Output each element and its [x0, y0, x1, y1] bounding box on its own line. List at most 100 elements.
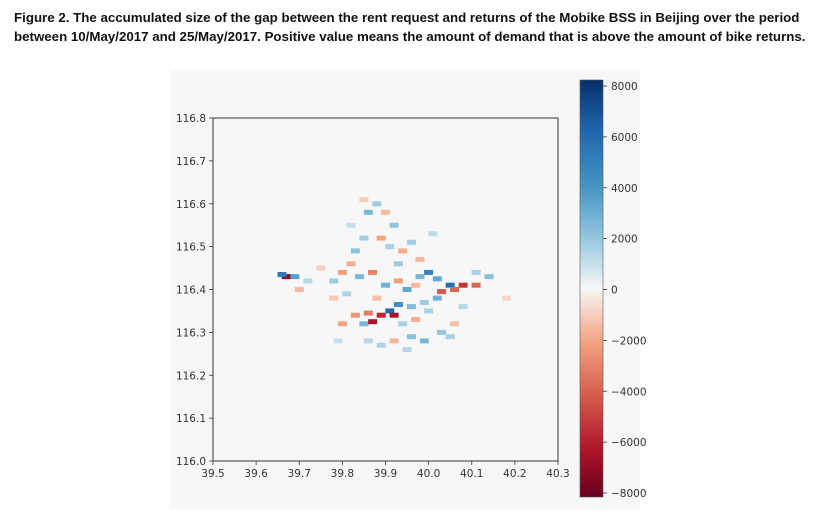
heatmap-cell-37 [393, 302, 403, 307]
heatmap-cell-5 [329, 278, 339, 284]
heatmap-cell-65 [346, 222, 356, 228]
heatmap-cell-45 [337, 321, 347, 327]
heatmap-cell-64 [359, 197, 369, 202]
heatmap-cell-40 [376, 312, 386, 318]
x-tick-label-4: 39.9 [374, 468, 397, 480]
heatmap-cell-68 [333, 338, 343, 344]
heatmap-cells [277, 197, 511, 352]
heatmap-cell-33 [471, 269, 481, 275]
heatmap-cell-15 [385, 244, 395, 250]
heatmap-cell-36 [406, 304, 416, 310]
heatmap-cell-55 [419, 338, 429, 344]
colorbar-tick-label-6: −4000 [611, 386, 647, 398]
colorbar-tick-label-5: −2000 [611, 335, 647, 347]
heatmap-cell-16 [398, 248, 408, 254]
heatmap-cell-51 [437, 329, 447, 335]
colorbar-tick-label-8: −8000 [611, 488, 647, 500]
heatmap-cell-21 [381, 282, 390, 288]
x-axis: 39.5 39.6 39.7 39.8 39.9 40.0 40.1 40.2 40.3 [201, 461, 570, 480]
x-tick-label-0: 39.5 [201, 468, 224, 480]
heatmap-cell-38 [385, 308, 395, 314]
heatmap-cell-2 [290, 274, 300, 280]
heatmap-cell-1 [277, 272, 287, 277]
y-tick-label-5: 116.5 [176, 242, 206, 254]
heatmap-cell-11 [372, 201, 382, 207]
heatmap-cell-29 [450, 287, 459, 292]
heatmap-cell-4 [303, 278, 313, 284]
heatmap-cell-10 [363, 209, 373, 215]
x-tick-label-3: 39.8 [331, 468, 354, 480]
heatmap-cell-53 [450, 321, 459, 327]
colorbar-tick-label-2: 4000 [611, 183, 638, 195]
heatmap-cell-49 [411, 317, 421, 322]
heatmap-cell-34 [432, 295, 442, 301]
heatmap-cell-24 [415, 274, 425, 280]
heatmap-cell-9 [359, 235, 369, 241]
heatmap-cell-19 [355, 274, 365, 280]
heatmap-cell-13 [389, 222, 399, 228]
y-tick-label-8: 116.8 [176, 113, 206, 125]
heatmap-cell-25 [424, 269, 434, 275]
heatmap-cell-62 [316, 265, 326, 271]
colorbar-tick-label-0: 8000 [611, 81, 638, 93]
heatmap-cell-66 [458, 304, 468, 310]
heatmap-cell-47 [342, 291, 352, 297]
heatmap-cell-56 [389, 338, 399, 344]
colorbar [579, 79, 604, 498]
heatmap-cell-7 [346, 261, 356, 267]
heatmap-cell-20 [368, 269, 378, 275]
heatmap-cell-14 [376, 235, 386, 241]
heatmap-cell-32 [484, 274, 494, 280]
heatmap-cell-12 [381, 209, 390, 215]
plot-area [213, 118, 558, 461]
heatmap-cell-42 [350, 312, 360, 318]
heatmap-cell-39 [389, 312, 399, 318]
heatmap-cell-63 [393, 261, 403, 267]
x-tick-label-1: 39.6 [244, 468, 268, 480]
y-tick-label-6: 116.6 [176, 199, 206, 211]
colorbar-tick-label-1: 6000 [611, 132, 638, 144]
heatmap-cell-41 [363, 310, 373, 316]
heatmap-cell-8 [350, 248, 360, 254]
heatmap-cell-26 [432, 276, 442, 282]
heatmap-cell-52 [445, 334, 455, 340]
heatmap-cell-22 [393, 278, 403, 284]
y-axis: 116.0 116.1 116.2 116.3 116.4 116.5 116.6 116.7… [176, 113, 213, 468]
heatmap-cell-18 [415, 257, 425, 262]
heatmap-cell-50 [424, 308, 434, 314]
colorbar-tick-label-7: −6000 [611, 437, 647, 449]
x-tick-label-5: 40.0 [417, 468, 440, 480]
heatmap-cell-6 [337, 269, 347, 275]
x-tick-label-7: 40.2 [503, 468, 526, 480]
heatmap-cell-48 [398, 321, 408, 327]
heatmap-cell-57 [376, 342, 386, 348]
colorbar-ticks: 8000 6000 4000 2000 0 −2000 −4000 −6000 −8000 [603, 81, 647, 500]
heatmap-cell-28 [445, 282, 455, 288]
heatmap-cell-46 [329, 295, 339, 301]
heatmap-cell-35 [419, 299, 429, 305]
y-tick-label-4: 116.4 [176, 285, 206, 297]
heatmap-cell-30 [458, 282, 468, 288]
heatmap-cell-67 [501, 295, 511, 301]
heatmap-cell-27 [437, 289, 447, 295]
y-tick-label-3: 116.3 [176, 327, 206, 339]
x-tick-label-6: 40.1 [460, 468, 483, 480]
colorbar-tick-label-4: 0 [611, 285, 618, 297]
heatmap-cell-59 [402, 347, 412, 352]
heatmap-cell-61 [411, 282, 421, 288]
heatmap-cell-43 [359, 321, 369, 327]
y-tick-label-0: 116.0 [176, 456, 206, 468]
x-tick-label-2: 39.7 [288, 468, 311, 480]
y-tick-label-7: 116.7 [176, 156, 206, 168]
heatmap-cell-23 [402, 287, 412, 292]
heatmap-cell-60 [372, 295, 382, 301]
heatmap-cell-54 [406, 334, 416, 340]
x-tick-label-8: 40.3 [546, 468, 569, 480]
heatmap-cell-69 [428, 231, 438, 237]
colorbar-tick-label-3: 2000 [611, 234, 638, 246]
heatmap-cell-58 [363, 338, 373, 344]
y-tick-label-1: 116.1 [176, 413, 206, 425]
heatmap-cell-17 [406, 239, 416, 245]
heatmap-cell-31 [471, 282, 481, 288]
